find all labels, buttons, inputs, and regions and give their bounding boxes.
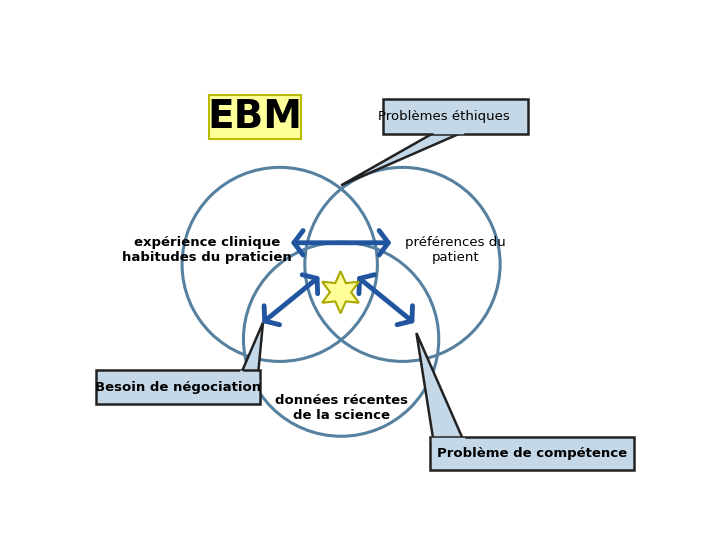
- Text: préférences du
patient: préférences du patient: [405, 236, 506, 264]
- Polygon shape: [341, 132, 462, 185]
- Text: données récentes
de la science: données récentes de la science: [274, 394, 408, 422]
- Polygon shape: [241, 322, 263, 381]
- Text: Problème de compétence: Problème de compétence: [437, 447, 627, 460]
- FancyBboxPatch shape: [431, 437, 634, 470]
- Polygon shape: [322, 271, 359, 313]
- FancyBboxPatch shape: [96, 370, 260, 404]
- Polygon shape: [416, 333, 463, 439]
- Text: Problèmes éthiques: Problèmes éthiques: [379, 110, 510, 123]
- Text: Besoin de négociation: Besoin de négociation: [95, 381, 261, 394]
- Text: expérience clinique
habitudes du praticien: expérience clinique habitudes du pratici…: [122, 236, 292, 264]
- FancyBboxPatch shape: [209, 95, 301, 139]
- Text: EBM: EBM: [207, 98, 302, 136]
- FancyBboxPatch shape: [383, 99, 528, 134]
